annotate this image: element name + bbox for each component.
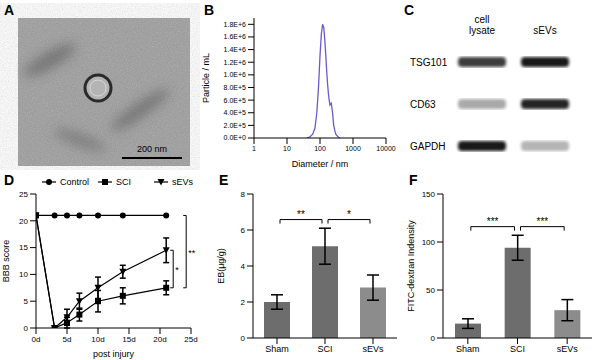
svg-text:4: 4 (241, 262, 246, 271)
svg-text:100: 100 (314, 145, 326, 152)
svg-text:5: 5 (24, 297, 29, 306)
svg-text:1000: 1000 (345, 145, 361, 152)
svg-text:25d: 25d (184, 335, 197, 344)
svg-text:4.0E+5: 4.0E+5 (224, 109, 246, 116)
svg-text:10000: 10000 (376, 145, 396, 152)
svg-text:6: 6 (241, 226, 246, 235)
svg-text:0: 0 (241, 334, 246, 343)
svg-text:SCI: SCI (510, 344, 525, 354)
svg-text:20: 20 (19, 217, 28, 226)
svg-text:10: 10 (19, 270, 28, 279)
svg-text:1.6E+6: 1.6E+6 (224, 33, 246, 40)
svg-text:0.0E+0: 0.0E+0 (224, 134, 246, 141)
svg-text:FITC-dextran Indensity: FITC-dextran Indensity (406, 220, 416, 312)
svg-text:sEVs: sEVs (557, 344, 579, 354)
svg-text:2.0E+5: 2.0E+5 (224, 122, 246, 129)
svg-text:6.0E+5: 6.0E+5 (224, 97, 246, 104)
svg-text:1.2E+6: 1.2E+6 (224, 59, 246, 66)
svg-text:0d: 0d (32, 335, 41, 344)
html-text:C: C (404, 2, 415, 18)
svg-text:sEVs: sEVs (533, 25, 556, 36)
svg-text:Sham: Sham (456, 344, 480, 354)
svg-text:EB(μg/g): EB(μg/g) (216, 248, 226, 284)
svg-text:0: 0 (431, 334, 436, 343)
svg-text:TSG101: TSG101 (410, 57, 448, 68)
svg-text:25: 25 (19, 190, 28, 199)
svg-text:1.8E+6: 1.8E+6 (224, 21, 246, 28)
svg-text:1.0E+6: 1.0E+6 (224, 71, 246, 78)
svg-text:***: *** (487, 216, 499, 227)
svg-text:***: *** (536, 216, 548, 227)
svg-text:sEVs: sEVs (172, 177, 194, 187)
svg-text:8: 8 (241, 190, 246, 199)
svg-text:5d: 5d (63, 335, 72, 344)
svg-text:celllysate: celllysate (469, 14, 496, 36)
svg-text:SCI: SCI (116, 177, 131, 187)
svg-text:*: * (175, 265, 179, 275)
svg-text:GAPDH: GAPDH (410, 141, 446, 152)
html-text:B: B (204, 2, 215, 18)
svg-text:20d: 20d (153, 335, 166, 344)
svg-text:150: 150 (422, 190, 436, 199)
svg-text:1.4E+6: 1.4E+6 (224, 46, 246, 53)
svg-text:*: * (347, 209, 351, 220)
svg-text:10d: 10d (91, 335, 104, 344)
svg-text:SCI: SCI (317, 344, 332, 354)
svg-text:sEVs: sEVs (362, 344, 384, 354)
svg-text:10: 10 (283, 145, 291, 152)
svg-text:**: ** (297, 209, 305, 220)
svg-text:**: ** (188, 248, 196, 258)
html-text:A: A (4, 2, 15, 18)
svg-text:0: 0 (24, 324, 29, 333)
svg-text:Sham: Sham (265, 344, 289, 354)
svg-text:15: 15 (19, 243, 28, 252)
svg-text:Control: Control (60, 177, 89, 187)
svg-text:BBB score: BBB score (8, 240, 11, 283)
svg-text:1: 1 (252, 145, 256, 152)
svg-text:Particle / mL: Particle / mL (201, 53, 211, 103)
svg-text:50: 50 (426, 286, 435, 295)
svg-text:100: 100 (422, 238, 436, 247)
html-text:E: E (219, 172, 229, 188)
svg-text:2: 2 (241, 298, 246, 307)
svg-text:post injury: post injury (93, 349, 135, 359)
svg-text:Diameter / nm: Diameter / nm (292, 159, 349, 169)
svg-text:15d: 15d (122, 335, 135, 344)
svg-text:8.0E+5: 8.0E+5 (224, 84, 246, 91)
svg-text:CD63: CD63 (410, 99, 436, 110)
svg-text:200 nm: 200 nm (137, 144, 167, 154)
html-text:D: D (4, 172, 15, 188)
html-text:F: F (409, 172, 418, 188)
